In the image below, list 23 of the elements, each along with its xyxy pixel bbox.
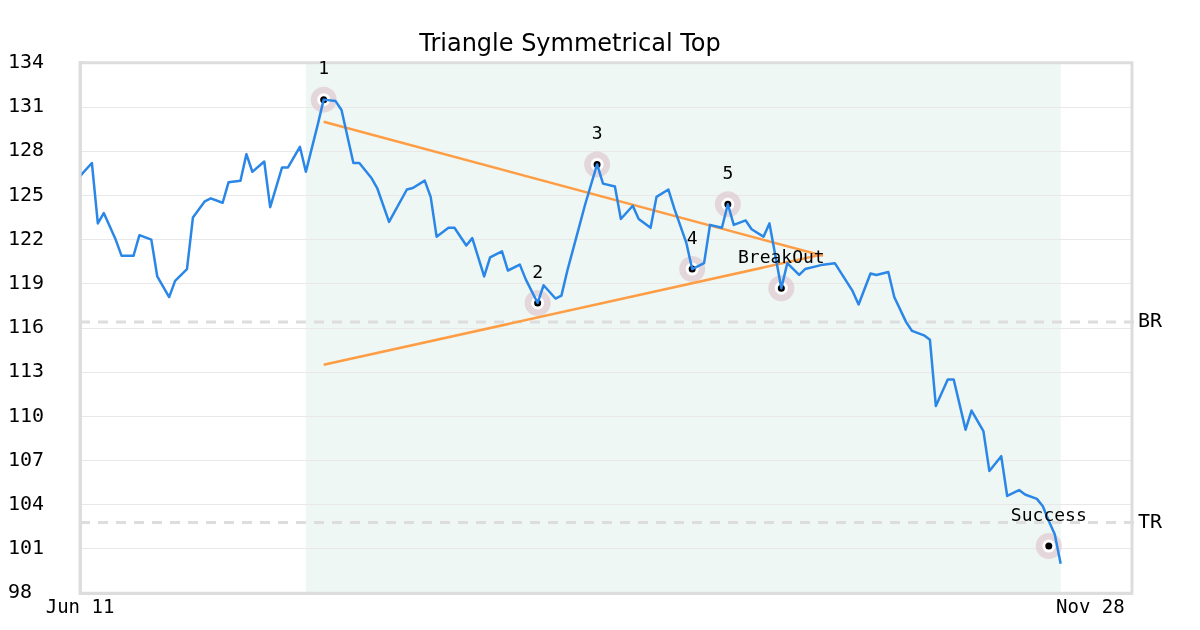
y-tick-label: 119 [8, 270, 45, 294]
y-tick-label: 131 [8, 93, 45, 118]
y-tick-label: 107 [8, 446, 45, 471]
y-tick-label: 116 [8, 314, 45, 339]
annotation: 2 [532, 260, 544, 282]
ref-line-label: TR [1138, 508, 1164, 533]
chart-title: Triangle Symmetrical Top [418, 28, 721, 57]
y-tick-label: 113 [8, 358, 45, 383]
annotation: 4 [686, 226, 698, 248]
annotation: 5 [722, 161, 734, 183]
annotation: 3 [591, 122, 603, 144]
y-tick-label: 122 [8, 225, 45, 250]
y-tick-label: 128 [8, 137, 45, 162]
y-tick-label: 101 [8, 535, 45, 560]
y-tick-label: 110 [8, 402, 45, 427]
x-tick-label: Jun 11 [45, 594, 115, 617]
annotation: 1 [318, 57, 330, 79]
y-tick-label: 104 [8, 491, 45, 515]
y-tick-label: 98 [8, 579, 33, 604]
ref-line-label: BR [1138, 308, 1164, 333]
x-tick-label: Nov 28 [1056, 594, 1125, 617]
y-tick-label: 134 [8, 49, 45, 73]
y-tick-label: 125 [8, 181, 45, 206]
